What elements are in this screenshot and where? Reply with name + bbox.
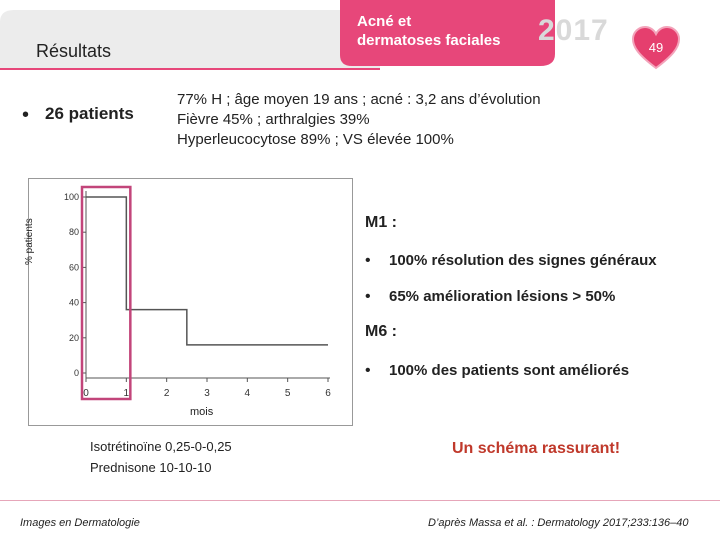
x-axis-label: mois xyxy=(190,406,214,418)
y-tick-label: 80 xyxy=(69,227,79,237)
event-title: Acné et dermatoses faciales xyxy=(357,12,500,50)
y-tick-label: 100 xyxy=(64,192,79,202)
bullet-icon: • xyxy=(22,104,30,126)
footer-divider xyxy=(0,500,720,501)
y-tick-label: 40 xyxy=(69,298,79,308)
bullet-icon: • xyxy=(365,252,371,269)
treatment-line: Prednisone 10-10-10 xyxy=(90,460,212,475)
m6-heading: M6 : xyxy=(365,323,397,340)
page-title: Résultats xyxy=(36,41,112,61)
survival-line xyxy=(86,196,328,346)
y-tick-label: 60 xyxy=(69,262,79,272)
m1-heading: M1 : xyxy=(365,214,397,231)
event-banner xyxy=(340,0,555,66)
chart-frame xyxy=(28,178,353,426)
m1-result: 65% amélioration lésions > 50% xyxy=(389,288,616,305)
event-title-line1: Acné et xyxy=(357,13,412,30)
footer-reference: D’après Massa et al. : Dermatology 2017;… xyxy=(428,517,689,529)
info-line: Fièvre 45% ; arthralgies 39% xyxy=(177,111,370,128)
x-tick-label: 3 xyxy=(204,388,210,399)
info-line: Hyperleucocytose 89% ; VS élevée 100% xyxy=(177,131,454,148)
x-tick-label: 0 xyxy=(83,388,89,399)
x-tick-label: 2 xyxy=(164,388,170,399)
bullet-icon: • xyxy=(365,362,371,379)
patients-count: 26 patients xyxy=(45,104,134,123)
conclusion-text: Un schéma rassurant! xyxy=(452,440,621,457)
treatment-regimen: Isotrétinoïne 0,25-0-0,25 Prednisone 10-… xyxy=(90,436,232,478)
event-year: 2017 xyxy=(538,14,609,47)
footer-source: Images en Dermatologie xyxy=(20,517,140,529)
x-tick-label: 6 xyxy=(325,388,331,399)
bullet-icon: • xyxy=(365,288,371,305)
y-tick-label: 20 xyxy=(69,333,79,343)
y-axis-label: % patients xyxy=(24,218,35,265)
x-tick-label: 1 xyxy=(124,388,130,399)
y-tick-label: 0 xyxy=(74,368,79,378)
x-tick-label: 4 xyxy=(245,388,251,399)
patient-characteristics: 77% H ; âge moyen 19 ans ; acné : 3,2 an… xyxy=(177,90,541,150)
heart-icon xyxy=(632,26,680,70)
m1-result: 100% résolution des signes généraux xyxy=(389,252,657,269)
highlight-box xyxy=(80,185,132,401)
page-number: 49 xyxy=(648,40,664,55)
evolution-chart: 0 20 40 60 80 100 0 1 2 3 4 5 6 xyxy=(64,185,331,401)
m6-result: 100% des patients sont améliorés xyxy=(389,362,630,379)
event-title-line2: dermatoses faciales xyxy=(357,32,501,49)
info-line: 77% H ; âge moyen 19 ans ; acné : 3,2 an… xyxy=(177,91,541,108)
header-banner xyxy=(0,10,380,70)
x-tick-label: 5 xyxy=(285,388,291,399)
treatment-line: Isotrétinoïne 0,25-0-0,25 xyxy=(90,439,232,454)
